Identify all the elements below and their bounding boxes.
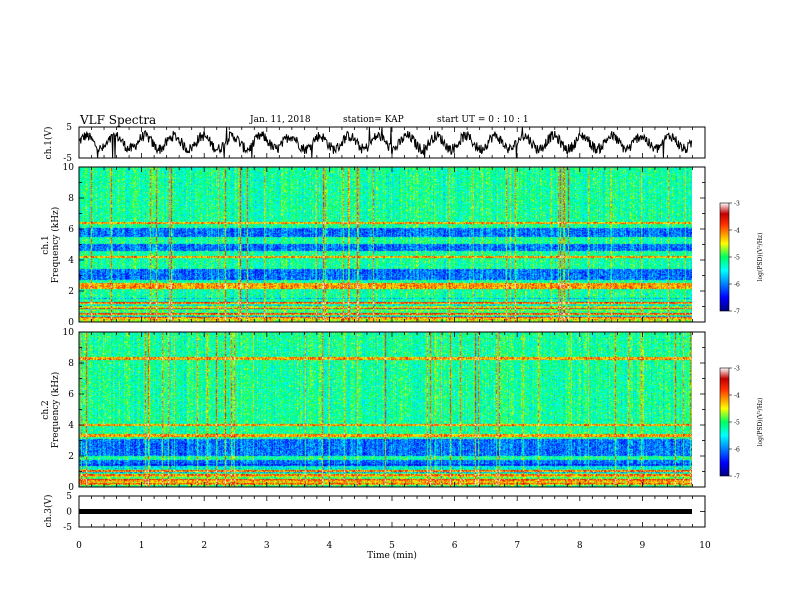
date-label: Jan. 11, 2018 xyxy=(250,115,311,125)
colorbar-tick-label: -5 xyxy=(734,420,740,427)
colorbar-tick-label: -4 xyxy=(734,393,740,400)
y-tick-label: 5 xyxy=(66,123,72,133)
colorbar-tick-label: -3 xyxy=(734,366,740,373)
x-tick-label: 10 xyxy=(699,541,711,551)
ch1-waveform-line xyxy=(78,127,693,158)
chart-title: VLF Spectra xyxy=(80,113,157,127)
ch1-colorbar-label: log(PSD)(V²/Hz) xyxy=(757,233,764,282)
ch2-spectrogram-ylabel-channel: ch.2 xyxy=(41,400,51,419)
colorbar-tick-label: -6 xyxy=(734,447,740,454)
y-tick-label: 10 xyxy=(63,328,75,338)
y-tick-label: 2 xyxy=(68,287,74,297)
x-tick-label: 2 xyxy=(201,541,207,551)
y-tick-label: 6 xyxy=(68,225,74,235)
ch2-spectrogram-image xyxy=(79,332,692,487)
x-tick-label: 0 xyxy=(76,541,82,551)
y-tick-label: -5 xyxy=(63,154,72,164)
ch3-constant-line xyxy=(79,509,692,514)
y-tick-label: 0 xyxy=(66,508,72,518)
x-tick-label: 3 xyxy=(264,541,270,551)
ch1-spectrogram-ylabel-freq: Frequency (kHz) xyxy=(50,207,61,284)
colorbar-tick-label: -4 xyxy=(734,228,740,235)
start-time-label: start UT = 0 : 10 : 1 xyxy=(437,115,529,125)
ch2-spectrogram-panel xyxy=(78,331,706,488)
colorbar-tick-label: -3 xyxy=(734,201,740,208)
x-tick-label: 6 xyxy=(452,541,458,551)
y-tick-label: -5 xyxy=(63,523,72,533)
ch1-colorbar xyxy=(719,202,730,312)
x-tick-label: 7 xyxy=(514,541,520,551)
colorbar-tick-label: -5 xyxy=(734,255,740,262)
colorbar-tick-label: -7 xyxy=(734,309,740,316)
y-tick-label: 0 xyxy=(68,483,74,493)
ch1-ylabel: ch.1(V) xyxy=(43,127,54,160)
ch2-spectrogram-ylabel-freq: Frequency (kHz) xyxy=(50,372,61,449)
y-tick-label: 2 xyxy=(68,452,74,462)
x-tick-label: 9 xyxy=(640,541,646,551)
ch2-colorbar xyxy=(719,367,730,477)
station-label: station= KAP xyxy=(343,115,404,125)
x-tick-label: 5 xyxy=(389,541,395,551)
colorbar-tick-label: -7 xyxy=(734,474,740,481)
x-tick-label: 8 xyxy=(577,541,583,551)
y-tick-label: 10 xyxy=(63,163,75,173)
y-tick-label: 8 xyxy=(68,359,74,369)
x-tick-label: 4 xyxy=(327,541,333,551)
x-tick-label: 1 xyxy=(139,541,145,551)
y-tick-label: 5 xyxy=(66,492,72,502)
ch1-waveform-panel xyxy=(78,126,706,159)
y-tick-label: 4 xyxy=(68,421,74,431)
ch1-spectrogram-ylabel-channel: ch.1 xyxy=(41,235,51,254)
y-tick-label: 6 xyxy=(68,390,74,400)
ch1-spectrogram-panel xyxy=(78,166,706,323)
ch1-spectrogram-image xyxy=(79,167,692,322)
y-tick-label: 8 xyxy=(68,194,74,204)
ch2-colorbar-label: log(PSD)(V²/Hz) xyxy=(757,398,764,447)
ch3-ylabel: ch.3(V) xyxy=(43,495,54,528)
y-tick-label: 4 xyxy=(68,256,74,266)
colorbar-tick-label: -6 xyxy=(734,282,740,289)
y-tick-label: 0 xyxy=(68,318,74,328)
x-axis-label: Time (min) xyxy=(367,550,417,561)
